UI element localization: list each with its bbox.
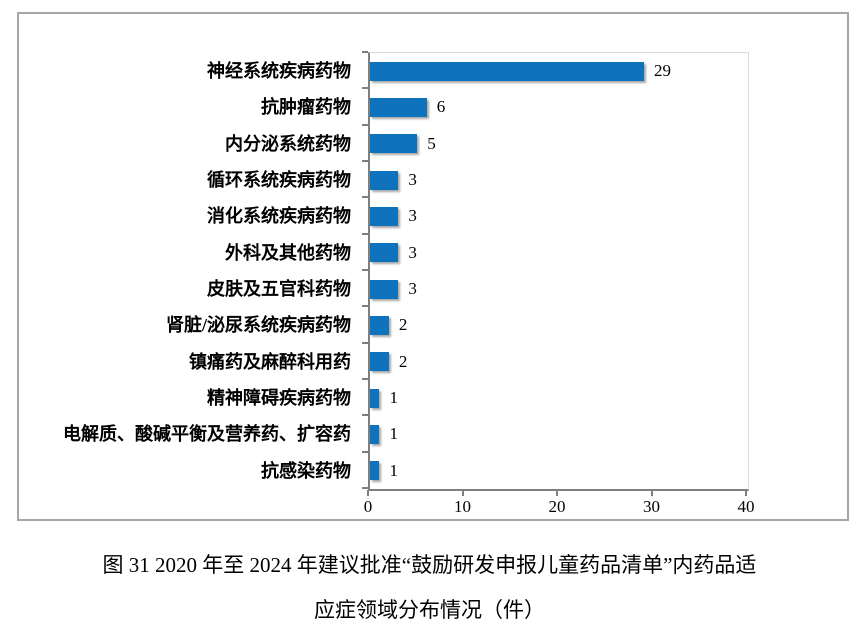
category-label-row: 肾脏/泌尿系统疾病药物: [19, 306, 360, 342]
bar-band: 2: [370, 344, 748, 380]
bar-band: 2: [370, 307, 748, 343]
bar-value-label: 6: [436, 97, 446, 117]
bar: [370, 206, 399, 226]
category-label-row: 镇痛药及麻醉科用药: [19, 343, 360, 379]
category-label: 电解质、酸碱平衡及营养药、扩容药: [63, 424, 351, 445]
bar-band: 29: [370, 53, 748, 89]
bar-value-label: 1: [389, 424, 398, 444]
category-label: 肾脏/泌尿系统疾病药物: [166, 315, 351, 336]
y-axis-tick: [362, 378, 368, 380]
x-axis-tick-label: 0: [363, 497, 373, 516]
bar: [370, 243, 399, 263]
x-axis-tick: [367, 490, 369, 496]
bar-band: 1: [370, 416, 748, 452]
category-label-row: 电解质、酸碱平衡及营养药、扩容药: [19, 415, 360, 451]
y-axis-tick: [362, 196, 368, 198]
category-label: 内分泌系统药物: [225, 133, 351, 154]
y-axis-tick: [362, 342, 368, 344]
y-axis-tick: [362, 87, 368, 89]
category-label: 循环系统疾病药物: [207, 170, 351, 191]
x-axis-tick-label: 10: [454, 497, 471, 516]
bar: [370, 97, 427, 117]
bar-value-label: 3: [408, 279, 417, 299]
category-label-row: 精神障碍疾病药物: [19, 379, 360, 415]
category-label-row: 抗肿瘤药物: [19, 88, 360, 124]
plot-area: 29 6 5 3 3 3 3 2 2 1 1 1: [368, 52, 749, 491]
category-label: 抗肿瘤药物: [261, 97, 351, 118]
caption-line-1: 图 31 2020 年至 2024 年建议批准“鼓励研发申报儿童药品清单”内药品…: [102, 553, 757, 577]
category-label: 消化系统疾病药物: [207, 206, 351, 227]
y-axis-tick: [362, 160, 368, 162]
x-axis-tick: [461, 490, 464, 496]
bar-band: 3: [370, 198, 748, 234]
bar-band: 3: [370, 271, 748, 307]
y-axis-tick: [362, 269, 368, 271]
bar-band: 5: [370, 126, 748, 162]
bar-value-label: 2: [398, 315, 408, 335]
bar-value-label: 5: [427, 133, 436, 153]
category-label: 皮肤及五官科药物: [207, 279, 351, 300]
bar: [370, 315, 389, 335]
y-axis-tick: [362, 124, 368, 126]
bar: [370, 279, 399, 299]
bar-value-label: 29: [654, 61, 672, 81]
category-axis-labels: 神经系统疾病药物抗肿瘤药物内分泌系统药物循环系统疾病药物 消化系统疾病药物外科及其…: [19, 52, 360, 488]
bar-value-label: 1: [389, 388, 398, 408]
y-axis-tick: [362, 487, 368, 489]
x-axis-tick-label: 30: [643, 497, 660, 516]
bar-band: 6: [370, 89, 748, 125]
y-axis-tick: [362, 51, 368, 53]
bar-band: 1: [370, 453, 748, 489]
category-label-row: 外科及其他药物: [19, 234, 360, 270]
bar-band: 3: [370, 235, 748, 271]
x-axis-tick: [745, 490, 747, 496]
category-label: 神经系统疾病药物: [207, 61, 351, 82]
category-label-row: 消化系统疾病药物: [19, 197, 360, 233]
category-label-row: 抗感染药物: [19, 452, 360, 488]
y-axis-tick: [362, 414, 368, 416]
bar-chart-figure: 神经系统疾病药物抗肿瘤药物内分泌系统药物循环系统疾病药物 消化系统疾病药物外科及其…: [17, 12, 849, 521]
bar: [370, 61, 645, 81]
y-axis-tick: [362, 305, 368, 307]
bar: [370, 424, 380, 444]
y-axis-tick: [362, 233, 368, 235]
category-label-row: 神经系统疾病药物: [19, 52, 360, 88]
category-label: 抗感染药物: [261, 460, 351, 481]
bar-value-label: 2: [398, 351, 408, 371]
y-axis-tick: [362, 451, 368, 453]
figure-caption: 图 31 2020 年至 2024 年建议批准“鼓励研发申报儿童药品清单”内药品…: [0, 543, 859, 628]
x-axis-tick-label: 20: [548, 497, 566, 516]
x-axis-tick-label: 40: [737, 497, 755, 516]
caption-line-2: 应症领域分布情况（件）: [314, 598, 545, 622]
bar: [370, 170, 399, 190]
bar-band: 1: [370, 380, 748, 416]
category-label: 精神障碍疾病药物: [207, 388, 351, 409]
category-label: 外科及其他药物: [225, 242, 351, 263]
x-axis-tick: [556, 490, 558, 496]
bar: [370, 461, 380, 481]
bar: [370, 134, 418, 154]
x-axis-tick: [650, 490, 653, 496]
bar-value-label: 3: [408, 242, 417, 262]
bar-value-label: 1: [389, 460, 398, 480]
bar-value-label: 3: [408, 206, 417, 226]
category-label-row: 内分泌系统药物: [19, 125, 360, 161]
bar: [370, 352, 389, 372]
category-label-row: 皮肤及五官科药物: [19, 270, 360, 306]
category-label-row: 循环系统疾病药物: [19, 161, 360, 197]
category-label: 镇痛药及麻醉科用药: [189, 351, 351, 372]
bar-band: 3: [370, 162, 748, 198]
bar-value-label: 3: [408, 170, 417, 190]
bar: [370, 388, 380, 408]
